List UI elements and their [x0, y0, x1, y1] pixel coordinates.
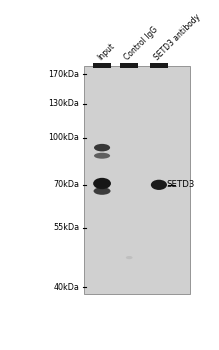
Ellipse shape [151, 180, 167, 190]
Ellipse shape [94, 153, 110, 159]
Bar [120, 63, 138, 68]
Ellipse shape [94, 144, 110, 152]
Text: SETD3: SETD3 [166, 180, 194, 189]
Bar [84, 66, 190, 294]
Text: 55kDa: 55kDa [53, 223, 79, 232]
Text: SETD3 antibody: SETD3 antibody [153, 13, 202, 62]
Text: 100kDa: 100kDa [49, 133, 79, 142]
Ellipse shape [93, 178, 111, 189]
Ellipse shape [94, 187, 111, 195]
Text: 130kDa: 130kDa [49, 99, 79, 108]
Ellipse shape [126, 256, 132, 259]
Text: Input: Input [96, 42, 116, 62]
Bar [150, 63, 168, 68]
Text: 170kDa: 170kDa [48, 70, 79, 79]
Text: Control IgG: Control IgG [123, 25, 160, 62]
Bar [93, 63, 111, 68]
Text: 70kDa: 70kDa [53, 180, 79, 189]
Text: 40kDa: 40kDa [54, 283, 79, 292]
